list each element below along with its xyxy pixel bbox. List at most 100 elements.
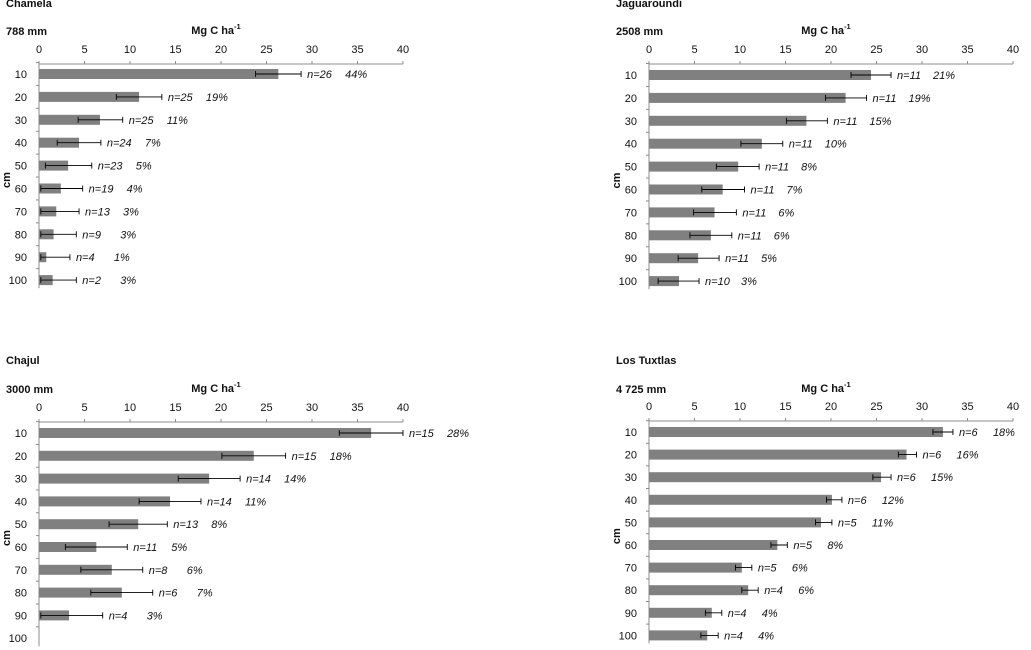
- n-label: n=11: [765, 162, 789, 174]
- x-tick-label: 40: [397, 402, 409, 414]
- x-tick-label: 30: [916, 401, 928, 413]
- percent-label: 18%: [330, 451, 352, 463]
- n-label: n=4: [76, 252, 95, 264]
- precipitation-label: 4 725 mm: [616, 384, 666, 396]
- n-label: n=9: [82, 229, 101, 241]
- x-tick-label: 20: [825, 44, 837, 56]
- y-tick-label: 60: [15, 184, 27, 196]
- y-tick-label: 70: [625, 207, 637, 219]
- y-tick-label: 80: [625, 585, 637, 597]
- n-label: n=4: [724, 630, 743, 642]
- y-tick-label: 30: [15, 474, 27, 486]
- chart-panel-3: Chajul 3000 mm Mg C ha-1 0 5 10 15 20 25 30 35 40 cm…: [1, 355, 469, 647]
- bar: [39, 69, 279, 79]
- percent-label: 11%: [167, 115, 188, 127]
- y-tick-label: 100: [9, 633, 27, 645]
- bar: [649, 253, 699, 264]
- y-tick-label: 40: [15, 138, 27, 150]
- x-tick-label: 25: [260, 44, 272, 56]
- x-tick-label: 30: [306, 402, 318, 414]
- percent-label: 8%: [211, 519, 227, 531]
- percent-label: 4%: [127, 184, 143, 196]
- bar: [39, 473, 210, 484]
- n-label: n=11: [742, 207, 766, 219]
- n-label: n=8: [149, 565, 169, 577]
- n-label: n=11: [133, 542, 157, 554]
- y-tick-label: 50: [625, 517, 637, 529]
- y-tick-label: 10: [15, 69, 27, 81]
- n-label: n=6: [848, 495, 868, 507]
- bar: [39, 428, 372, 438]
- bar: [649, 607, 712, 618]
- percent-label: 10%: [825, 139, 847, 151]
- y-tick-label: 20: [625, 450, 637, 462]
- y-tick-label: 40: [625, 139, 637, 151]
- y-tick-label: 10: [625, 427, 637, 439]
- x-tick-label: 15: [779, 44, 791, 56]
- y-tick-label: 30: [625, 472, 637, 484]
- n-label: n=6: [897, 472, 917, 484]
- x-tick-label: 25: [870, 44, 882, 56]
- x-tick-label: 40: [1007, 44, 1019, 56]
- n-label: n=19: [89, 184, 114, 196]
- x-tick-label: 30: [916, 44, 928, 56]
- x-axis-label: Mg C ha-1: [801, 22, 850, 37]
- x-tick-label: 10: [124, 402, 136, 414]
- n-label: n=13: [173, 519, 199, 531]
- n-label: n=11: [738, 230, 762, 242]
- bar: [649, 517, 821, 528]
- percent-label: 7%: [787, 185, 803, 197]
- percent-label: 7%: [145, 138, 161, 150]
- bar: [649, 70, 872, 80]
- percent-label: 5%: [136, 161, 152, 173]
- percent-label: 12%: [882, 495, 904, 507]
- n-label: n=4: [764, 585, 783, 597]
- n-label: n=11: [789, 139, 813, 151]
- x-tick-label: 15: [779, 401, 791, 413]
- percent-label: 16%: [957, 450, 979, 462]
- y-tick-label: 90: [625, 253, 637, 265]
- n-label: n=26: [307, 69, 333, 81]
- y-tick-label: 10: [15, 428, 27, 440]
- n-label: n=23: [98, 161, 124, 173]
- n-label: n=13: [85, 206, 111, 218]
- percent-label: 6%: [778, 207, 794, 219]
- y-tick-label: 90: [15, 252, 27, 264]
- bar: [649, 449, 907, 460]
- percent-label: 11%: [245, 496, 266, 508]
- x-tick-label: 10: [734, 44, 746, 56]
- chart-panel-4: Los Tuxtlas 4 725 mm Mg C ha-1 0 5 10 15 20 25 30…: [611, 355, 1019, 644]
- x-tick-label: 35: [351, 44, 363, 56]
- percent-label: 1%: [114, 252, 130, 264]
- bar: [649, 494, 832, 505]
- n-label: n=5: [758, 563, 778, 575]
- percent-label: 6%: [774, 230, 790, 242]
- x-tick-label: 35: [961, 401, 973, 413]
- x-tick-label: 20: [825, 401, 837, 413]
- n-label: n=25: [168, 92, 194, 104]
- y-axis-label: cm: [611, 528, 623, 544]
- bar: [39, 91, 140, 102]
- x-tick-label: 15: [169, 44, 181, 56]
- y-axis-label: cm: [1, 172, 13, 188]
- n-label: n=4: [728, 608, 747, 620]
- y-tick-label: 40: [625, 495, 637, 507]
- y-tick-label: 70: [15, 206, 27, 218]
- y-tick-label: 50: [625, 162, 637, 174]
- x-axis-label: Mg C ha-1: [191, 380, 240, 395]
- bar: [649, 161, 739, 172]
- bar: [649, 427, 943, 437]
- precipitation-label: 788 mm: [6, 26, 47, 38]
- percent-label: 5%: [171, 542, 187, 554]
- percent-label: 4%: [758, 630, 774, 642]
- percent-label: 3%: [123, 206, 139, 218]
- percent-label: 6%: [187, 565, 203, 577]
- chart-title: Jaguaroundi: [616, 0, 682, 10]
- percent-label: 3%: [741, 276, 757, 288]
- x-tick-label: 20: [215, 402, 227, 414]
- y-tick-label: 80: [15, 588, 27, 600]
- n-label: n=4: [109, 610, 128, 622]
- n-label: n=6: [959, 427, 979, 439]
- y-axis-label: cm: [611, 172, 623, 188]
